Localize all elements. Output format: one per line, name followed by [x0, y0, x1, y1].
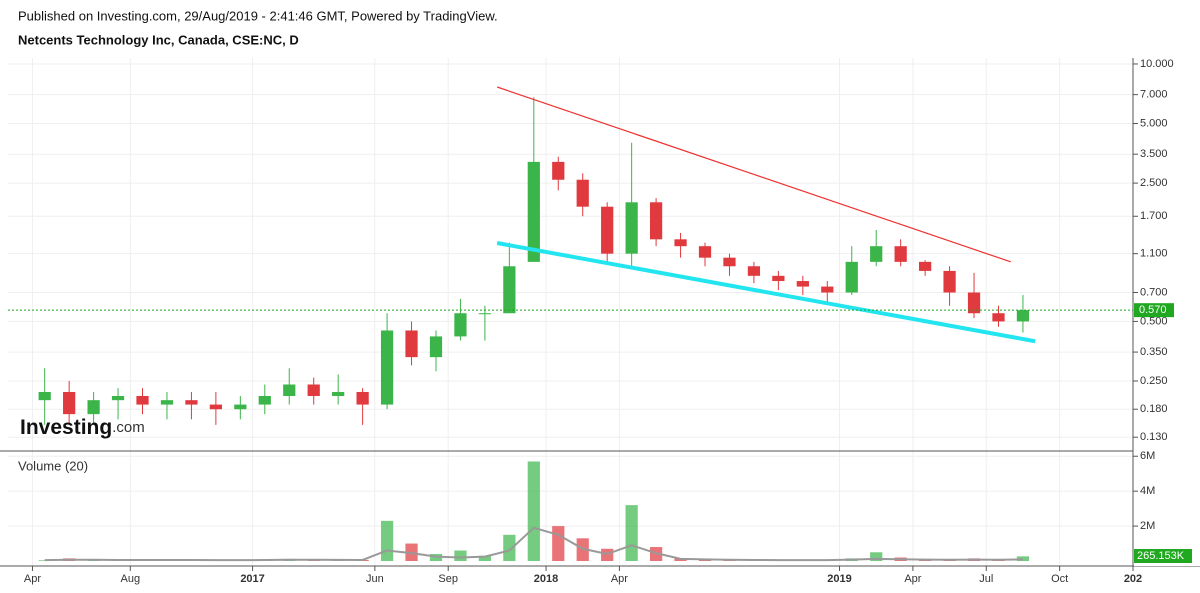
- marks: [8, 86, 1133, 562]
- candle-body: [723, 257, 736, 267]
- candle-body: [527, 161, 540, 262]
- candle-body: [185, 400, 198, 405]
- candle-body: [63, 391, 76, 415]
- volume-bar: [625, 505, 638, 561]
- candle-body: [160, 400, 174, 405]
- volume-bar: [1016, 556, 1030, 561]
- y-tick-label: 5.000: [1140, 117, 1168, 129]
- candle-body: [576, 179, 589, 207]
- candle-body: [772, 275, 785, 282]
- y-tick-label: 0.500: [1140, 315, 1168, 327]
- volume-ma-line: [44, 526, 1023, 562]
- candle-body: [87, 400, 100, 415]
- x-tick-label: Apr: [611, 573, 628, 585]
- last-volume-label: 265.153K: [1137, 550, 1185, 562]
- last-price-label: 0.570: [1139, 304, 1167, 316]
- y-tick-label: 4M: [1140, 485, 1155, 497]
- x-tick-label: Aug: [120, 573, 140, 585]
- x-tick-label: Apr: [24, 573, 41, 585]
- candle-body: [870, 246, 883, 262]
- last-volume-badge: [1134, 549, 1192, 563]
- candle-body: [1016, 310, 1030, 322]
- volume-bar: [454, 550, 467, 561]
- x-tick-label: 2018: [534, 573, 558, 585]
- last-price-badge: [1134, 303, 1174, 318]
- candle-body: [967, 292, 981, 314]
- x-tick-label: Apr: [904, 573, 921, 585]
- candle-body: [919, 261, 932, 271]
- x-tick-label: Sep: [438, 573, 458, 585]
- x-tick-label: Oct: [1051, 573, 1068, 585]
- y-tick-label: 3.500: [1140, 148, 1168, 160]
- y-tick-label: 0.180: [1140, 403, 1168, 415]
- candle-body: [821, 286, 834, 293]
- volume-bar: [552, 526, 565, 561]
- candle-body: [478, 313, 492, 315]
- y-tick-label: 1.100: [1140, 248, 1168, 260]
- candle-body: [136, 395, 149, 405]
- y-tick-label: 0.350: [1140, 346, 1168, 358]
- y-tick-label: 0.130: [1140, 431, 1168, 443]
- logo-main: Investing: [20, 416, 112, 439]
- volume-bar: [870, 552, 883, 561]
- instrument-title: Netcents Technology Inc, Canada, CSE:NC,…: [18, 32, 299, 47]
- volume-bar: [38, 560, 51, 561]
- x-tick-label: 2019: [827, 573, 851, 585]
- candle-body: [234, 404, 247, 410]
- candle-body: [454, 313, 467, 337]
- axes: Apr Aug 2017 Jun Sep 2018 Apr 2019 Apr Jul Oct 202 1…: [24, 58, 1200, 585]
- x-tick-label: Jun: [366, 573, 384, 585]
- candle-body: [552, 161, 565, 180]
- logo-suffix: .com: [112, 419, 145, 436]
- logo: Investing.com: [20, 416, 145, 439]
- candle-body: [747, 266, 761, 276]
- trend-line: [496, 241, 1036, 344]
- volume-bar: [527, 461, 540, 561]
- y-tick-label: 0.250: [1140, 375, 1168, 387]
- y-tick-label: 1.700: [1140, 210, 1168, 222]
- x-tick-label: 2017: [240, 573, 264, 585]
- candle-body: [38, 391, 51, 401]
- candle-body: [356, 391, 369, 405]
- y-tick-label: 0.700: [1140, 286, 1168, 298]
- candle-body: [674, 239, 687, 247]
- y-tick-label: 10.000: [1140, 58, 1174, 70]
- candle-body: [258, 395, 271, 405]
- candle-body: [503, 266, 516, 314]
- x-tick-label: 202: [1124, 573, 1142, 585]
- volume-bar: [503, 534, 516, 561]
- candle-body: [845, 261, 858, 293]
- candle-body: [405, 330, 418, 358]
- candle-body: [209, 404, 222, 410]
- candle-body: [625, 202, 638, 254]
- y-tick-label: 6M: [1140, 450, 1155, 462]
- published-note: Published on Investing.com, 29/Aug/2019 …: [18, 8, 498, 23]
- y-tick-label: 7.000: [1140, 89, 1168, 101]
- candle-body: [111, 395, 125, 401]
- candle-body: [796, 281, 809, 287]
- candle-body: [992, 313, 1005, 322]
- y-tick-label: 2M: [1140, 520, 1155, 532]
- candle-body: [283, 384, 296, 396]
- candle-body: [943, 270, 956, 293]
- volume-bar: [380, 520, 394, 561]
- volume-bar: [478, 555, 492, 561]
- candle-body: [649, 202, 663, 240]
- y-tick-label: 2.500: [1140, 177, 1168, 189]
- x-tick-label: Jul: [979, 573, 993, 585]
- trend-line: [496, 86, 1011, 263]
- candle-body: [307, 384, 320, 396]
- candle-body: [698, 246, 712, 258]
- volume-title: Volume (20): [18, 458, 88, 473]
- candle-body: [429, 336, 443, 358]
- candle-body: [380, 330, 394, 405]
- candle-body: [332, 391, 345, 396]
- candle-body: [601, 206, 614, 254]
- candle-body: [894, 246, 907, 262]
